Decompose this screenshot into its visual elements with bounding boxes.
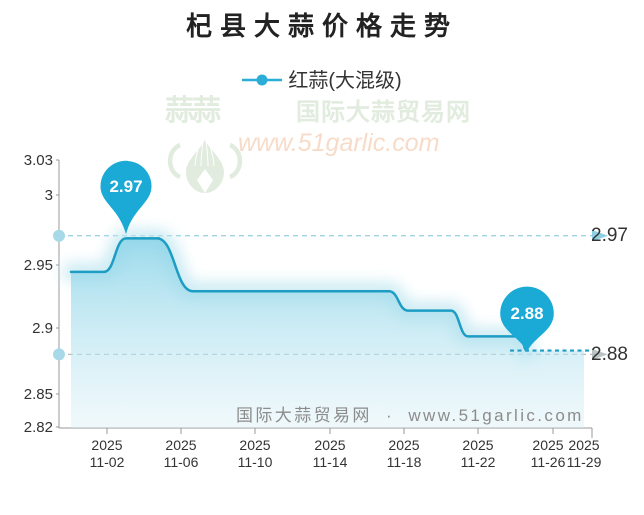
svg-text:11-26: 11-26 [531, 454, 566, 470]
svg-text:2.97: 2.97 [591, 225, 628, 246]
svg-text:2025: 2025 [91, 437, 122, 453]
svg-text:国际大蒜贸易网: 国际大蒜贸易网 [296, 99, 471, 126]
svg-text:11-06: 11-06 [164, 454, 199, 470]
svg-text:11-22: 11-22 [461, 454, 496, 470]
svg-text:2025: 2025 [462, 437, 493, 453]
svg-text:2025: 2025 [239, 437, 270, 453]
svg-text:2.88: 2.88 [510, 304, 543, 323]
svg-text:11-14: 11-14 [313, 454, 348, 470]
svg-text:2.82: 2.82 [24, 419, 53, 436]
svg-text:11-29: 11-29 [567, 454, 602, 470]
svg-text:2.95: 2.95 [24, 257, 53, 274]
svg-text:2.88: 2.88 [591, 344, 628, 365]
svg-text:2.97: 2.97 [109, 177, 142, 196]
svg-text:国际大蒜贸易网 · www.51garlic.com: 国际大蒜贸易网 · www.51garlic.com [236, 406, 584, 425]
svg-text:2025: 2025 [165, 437, 196, 453]
svg-text:11-18: 11-18 [387, 454, 422, 470]
svg-text:2.85: 2.85 [24, 386, 53, 403]
svg-text:11-10: 11-10 [238, 454, 273, 470]
svg-text:蒜蒜: 蒜蒜 [165, 94, 221, 127]
svg-text:2.9: 2.9 [32, 320, 53, 337]
svg-text:3.03: 3.03 [24, 152, 53, 169]
svg-text:3: 3 [45, 187, 53, 204]
svg-text:2025: 2025 [388, 437, 419, 453]
svg-text:2025: 2025 [314, 437, 345, 453]
svg-text:www.51garlic.com: www.51garlic.com [238, 129, 439, 157]
svg-text:11-02: 11-02 [90, 454, 125, 470]
svg-text:2025: 2025 [568, 437, 599, 453]
svg-text:2025: 2025 [532, 437, 563, 453]
